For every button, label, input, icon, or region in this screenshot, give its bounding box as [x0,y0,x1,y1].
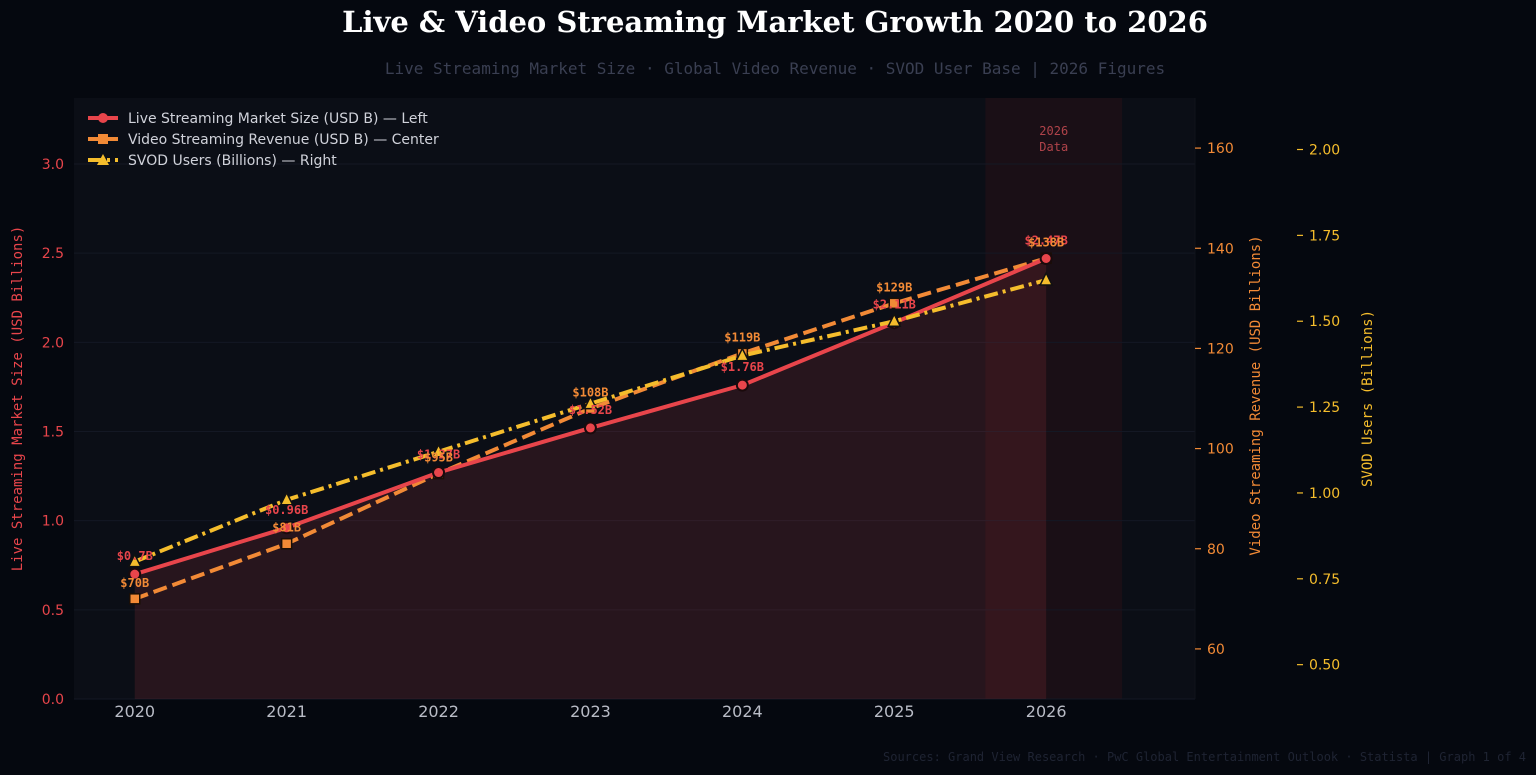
svod-point [279,491,294,506]
live-point [128,567,142,581]
legend-marker [98,134,108,144]
x-axis-tick-label: 2025 [874,702,915,721]
data-label-center: $129B [876,280,912,294]
svod-point [431,443,446,458]
data-label-left: $2.11B [873,298,916,312]
live-area-fill [134,258,1047,699]
right-axis-tick-label: 1.00 [1309,486,1340,502]
x-axis-tick-label: 2024 [722,702,763,721]
chart-subtitle: Live Streaming Market Size · Global Vide… [385,59,1165,78]
highlight-label-line2: Data [1039,140,1068,154]
legend-entry-label: SVOD Users (Billions) — Right [128,153,337,169]
right-axis-tick-label: 1.50 [1309,314,1340,330]
center-axis-tick-label: 160 [1207,141,1234,157]
right-axis-tick-label: 2.00 [1309,143,1340,159]
right-axis-tick-label: 0.50 [1309,658,1340,674]
left-axis-tick-label: 2.0 [42,335,64,351]
legend-entry-label: Video Streaming Revenue (USD B) — Center [128,132,439,148]
data-label-center: $81B [272,521,301,535]
x-axis-tick-label: 2020 [114,702,155,721]
left-axis-tick-label: 3.0 [42,157,64,173]
data-label-center: $108B [572,386,608,400]
center-axis-label: Video Streaming Revenue (USD Billions) [1248,235,1264,555]
x-axis-tick-label: 2023 [570,702,611,721]
right-axis-label: SVOD Users (Billions) [1360,310,1376,487]
data-label-center: $70B [120,576,149,590]
svod-point [583,394,598,410]
video-point [280,537,293,550]
chart-title: Live & Video Streaming Market Growth 202… [342,5,1208,39]
center-axis-tick-label: 100 [1207,442,1234,458]
right-axis-tick-label: 1.25 [1309,400,1340,416]
data-label-left: $1.76B [721,360,764,374]
center-axis-tick-label: 140 [1207,241,1234,257]
data-label-left: $0.96B [265,503,308,517]
video-point [888,297,900,310]
svod-point [127,552,142,568]
svod-point [1038,271,1054,286]
left-axis-tick-label: 0.0 [42,692,64,708]
x-axis-tick-label: 2022 [418,702,459,721]
video-point [129,593,141,605]
left-axis-tick-label: 1.5 [42,424,64,440]
x-axis-tick-label: 2021 [266,702,307,721]
live-point [280,521,294,535]
data-label-center: $95B [424,451,453,465]
svod-point [735,346,750,362]
left-axis-tick-label: 1.0 [42,514,64,530]
live-point [1039,252,1053,266]
data-label-center: $119B [724,330,760,344]
center-axis-tick-label: 60 [1207,642,1225,658]
left-axis-label: Live Streaming Market Size (USD Billions… [10,226,26,572]
live-point [735,378,749,392]
live-point [432,466,446,480]
legend-marker [97,154,109,165]
legend-marker [98,113,108,123]
right-axis-tick-label: 1.75 [1309,228,1340,244]
data-label-left: $0.7B [117,549,153,563]
center-axis-tick-label: 120 [1207,341,1234,357]
plot-area: 2026 Data 0.0 0.5 1.0 1.5 2.0 2.5 3.0 Live Stream… [10,98,1376,721]
center-axis-tick-label: 80 [1207,542,1225,558]
left-axis-tick-label: 2.5 [42,246,64,262]
x-axis-tick-label: 2026 [1026,702,1067,721]
legend-entry-label: Live Streaming Market Size (USD B) — Lef… [128,111,428,127]
data-label-left: $1.27B [417,448,460,462]
right-axis-tick-label: 0.75 [1309,572,1340,588]
left-axis-tick-label: 0.5 [42,603,64,619]
svod-point [887,312,902,327]
live-point [583,421,597,435]
data-label-left: $1.52B [569,403,612,417]
data-label-center: $138B [1028,235,1064,249]
highlight-label-line1: 2026 [1039,124,1068,138]
source-note: Sources: Grand View Research · PwC Globa… [883,750,1526,764]
highlight-band-2026 [985,98,1123,699]
data-label-left: $2.47B [1024,234,1067,248]
